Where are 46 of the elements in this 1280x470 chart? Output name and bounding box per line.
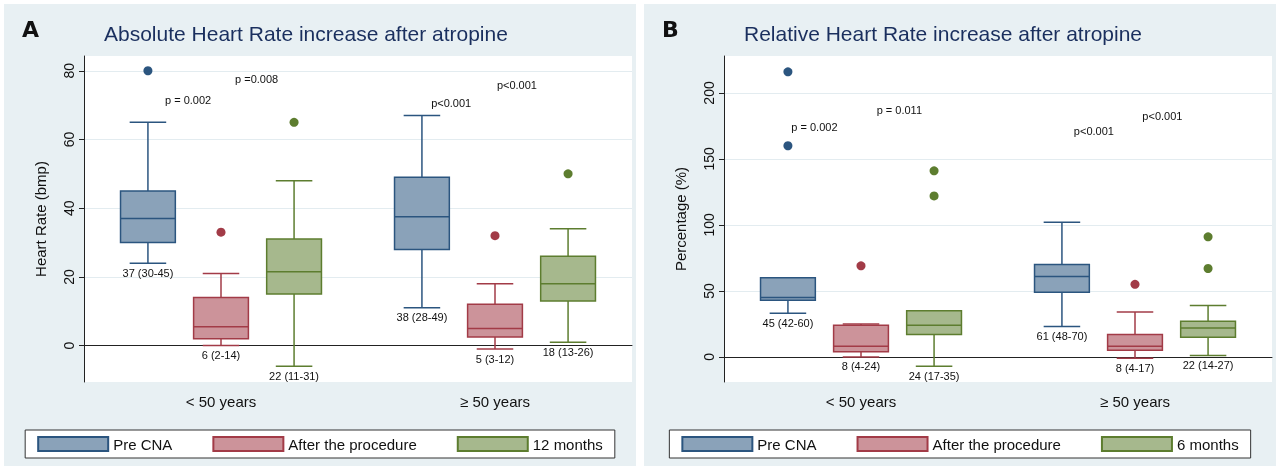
y-axis-title: Heart Rate (bmp) — [32, 161, 49, 277]
legend-label: Pre CNA — [113, 435, 173, 453]
x-tick-label: < 50 years — [185, 393, 257, 410]
legend-label: 6 months — [1176, 435, 1239, 453]
text: 5 (3-12) — [475, 352, 515, 365]
annotation: p = 0.011 — [876, 104, 923, 117]
legend-label: After the procedure — [288, 435, 417, 453]
y-tick-label: 0 — [61, 341, 77, 350]
text: 8 (4-17) — [1115, 361, 1155, 374]
annotation: p<0.001 — [496, 79, 537, 92]
text: 45 (42-60) — [762, 316, 814, 329]
annotation: p<0.001 — [1142, 109, 1183, 122]
y-tick-label: 60 — [61, 131, 77, 148]
text: 18 (13-26) — [542, 345, 594, 358]
y-tick-label: 40 — [61, 200, 77, 216]
legend-label: 12 months — [532, 435, 603, 453]
y-axis-title: Percentage (%) — [672, 166, 689, 272]
text: B — [662, 16, 679, 42]
annotation: p = 0.002 — [165, 94, 212, 107]
text: 22 (14-27) — [1182, 359, 1234, 372]
text: 22 (11-31) — [269, 369, 320, 382]
annotation: p = 0.002 — [791, 120, 838, 133]
chart-title: Absolute Heart Rate increase after atropine — [104, 22, 508, 45]
y-tick-label: 200 — [701, 81, 717, 105]
y-tick-label: 50 — [701, 282, 717, 299]
text: 24 (17-35) — [908, 369, 960, 382]
text: 61 (48-70) — [1036, 330, 1088, 343]
y-tick-label: 20 — [61, 268, 77, 285]
y-tick-label: 0 — [701, 352, 717, 361]
text: 6 (2-14) — [201, 349, 241, 362]
x-tick-label: ≥ 50 years — [1100, 393, 1170, 410]
y-tick-label: 100 — [701, 213, 717, 237]
text: 8 (4-24) — [841, 360, 881, 373]
annotation: p<0.001 — [431, 97, 472, 110]
annotation: p<0.001 — [1073, 124, 1114, 137]
annotation: p =0.008 — [235, 73, 279, 86]
x-tick-label: < 50 years — [825, 393, 897, 410]
y-tick-label: 150 — [701, 147, 717, 171]
text: 37 (30-45) — [122, 266, 174, 279]
legend-label: Pre CNA — [757, 435, 817, 453]
text: A — [22, 16, 40, 42]
x-tick-label: ≥ 50 years — [460, 393, 530, 410]
y-tick-label: 80 — [61, 62, 77, 79]
legend-label: After the procedure — [932, 435, 1061, 453]
chart-title: Relative Heart Rate increase after atropine — [744, 22, 1143, 45]
text: 38 (28-49) — [396, 311, 448, 324]
